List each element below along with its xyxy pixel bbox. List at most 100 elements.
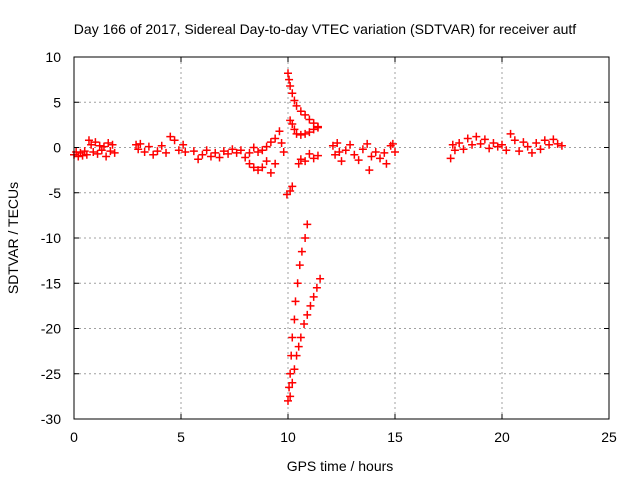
x-tick-label: 0: [70, 429, 78, 445]
data-point: [300, 319, 309, 328]
data-point: [290, 315, 299, 324]
data-point: [346, 140, 355, 149]
x-tick-label: 5: [177, 429, 185, 445]
data-point: [296, 155, 305, 164]
data-point: [391, 148, 399, 157]
data-point: [232, 148, 241, 157]
data-points: [70, 69, 566, 405]
data-point: [166, 132, 175, 141]
data-point: [296, 130, 305, 139]
data-point: [262, 157, 271, 166]
data-point: [296, 333, 305, 342]
data-point: [219, 147, 228, 156]
data-point: [290, 125, 299, 134]
data-point: [279, 148, 288, 157]
data-point: [249, 163, 258, 172]
data-point: [286, 81, 295, 90]
data-point: [498, 140, 506, 149]
data-point: [102, 152, 111, 161]
data-point: [82, 150, 91, 159]
y-tick-label: -15: [41, 275, 61, 291]
data-point: [110, 148, 119, 157]
data-point: [301, 157, 310, 166]
y-tick-label: 10: [45, 49, 61, 65]
y-tick-label: -30: [41, 411, 61, 427]
data-point: [170, 136, 179, 145]
data-point: [313, 151, 322, 160]
data-point: [179, 140, 188, 149]
data-point: [388, 139, 397, 148]
data-point: [335, 148, 344, 157]
data-point: [275, 127, 284, 136]
data-point: [206, 152, 215, 161]
data-point: [305, 128, 314, 137]
data-point: [376, 154, 385, 163]
data-point: [301, 110, 310, 119]
data-point: [502, 146, 511, 155]
data-point: [296, 107, 305, 116]
data-point: [455, 138, 464, 147]
data-point: [380, 148, 389, 157]
data-point: [532, 138, 541, 147]
y-tick-label: 0: [53, 140, 61, 156]
data-point: [301, 129, 310, 138]
data-point: [288, 89, 297, 98]
data-point: [277, 138, 286, 147]
data-point: [545, 140, 554, 149]
x-axis-label: GPS time / hours: [287, 458, 394, 474]
y-tick-label: -5: [49, 185, 62, 201]
data-point: [294, 342, 303, 351]
data-point: [284, 396, 292, 405]
data-point: [136, 139, 145, 148]
data-point: [144, 142, 153, 151]
data-point: [249, 143, 258, 152]
data-point: [463, 134, 472, 143]
y-tick-label: 5: [53, 94, 61, 110]
data-point: [371, 148, 380, 157]
y-tick-label: -10: [41, 230, 61, 246]
data-point: [286, 369, 295, 378]
data-point: [313, 123, 322, 132]
x-tick-label: 10: [280, 429, 296, 445]
data-point: [480, 135, 489, 144]
x-tick-label: 20: [494, 429, 510, 445]
data-point: [519, 138, 528, 147]
data-point: [305, 115, 314, 124]
data-point: [198, 150, 207, 159]
data-point: [271, 159, 280, 168]
data-point: [134, 145, 143, 154]
data-point: [489, 138, 498, 147]
data-point: [354, 156, 363, 165]
data-point: [241, 153, 250, 162]
data-point: [459, 145, 468, 154]
data-point: [288, 119, 297, 128]
data-point: [292, 351, 301, 360]
data-point: [358, 145, 367, 154]
data-point: [309, 154, 318, 163]
grid: [74, 57, 609, 419]
data-point: [309, 125, 318, 134]
data-point: [557, 141, 566, 150]
data-point: [295, 261, 304, 270]
data-point: [309, 292, 318, 301]
data-point: [245, 148, 254, 157]
data-point: [290, 96, 299, 105]
data-point: [450, 146, 459, 155]
data-point: [93, 149, 102, 158]
data-point: [286, 186, 295, 195]
data-point: [174, 146, 183, 155]
data-point: [328, 141, 337, 150]
data-point: [215, 153, 224, 162]
data-point: [262, 142, 271, 151]
data-point: [553, 139, 562, 148]
data-point: [149, 150, 158, 159]
data-point: [78, 151, 87, 160]
data-point: [285, 383, 294, 392]
data-point: [472, 132, 481, 141]
data-point: [288, 333, 297, 342]
data-point: [297, 247, 306, 256]
axis-ticks: 0 5 10 15 20 25 10 5 0 -5 -10 -15 -20 -25 -30: [41, 49, 617, 445]
data-point: [292, 129, 301, 138]
data-point: [84, 136, 93, 145]
